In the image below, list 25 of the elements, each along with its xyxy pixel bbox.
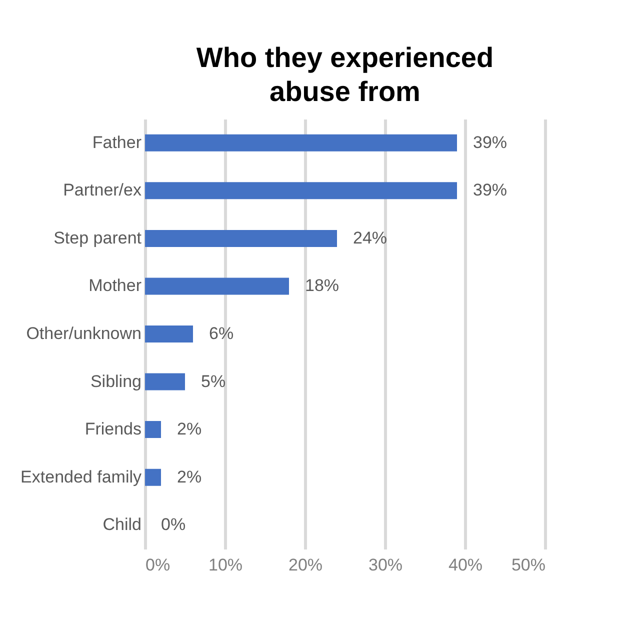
chart-title: Who they experienced abuse from	[196, 42, 494, 107]
x-tick-label: 20%	[288, 556, 323, 574]
y-tick-label: Extended family	[20, 467, 142, 486]
x-tick-label: 30%	[368, 556, 403, 574]
data-label: 6%	[209, 324, 234, 343]
y-tick-label: Child	[102, 515, 142, 534]
data-label: 2%	[177, 420, 202, 439]
x-tick-label: 50%	[511, 556, 546, 574]
data-label: 39%	[473, 180, 508, 200]
y-tick-label: Step parent	[54, 228, 142, 248]
y-tick-label: Mother	[88, 276, 142, 296]
y-tick-label: Partner/ex	[63, 180, 142, 200]
data-label: 5%	[201, 372, 226, 391]
data-label: 2%	[177, 467, 202, 486]
data-label: 39%	[473, 132, 508, 152]
y-tick-label: Sibling	[90, 372, 142, 391]
y-tick-label: Father	[92, 132, 142, 152]
data-label: 24%	[353, 228, 388, 248]
data-label: 0%	[161, 515, 186, 534]
x-tick-label: 10%	[208, 556, 243, 574]
x-tick-label: 0%	[146, 556, 170, 574]
x-tick-label: 40%	[448, 556, 483, 574]
y-tick-label: Other/unknown	[26, 324, 142, 343]
data-label: 18%	[305, 276, 340, 296]
y-tick-label: Friends	[84, 420, 142, 439]
